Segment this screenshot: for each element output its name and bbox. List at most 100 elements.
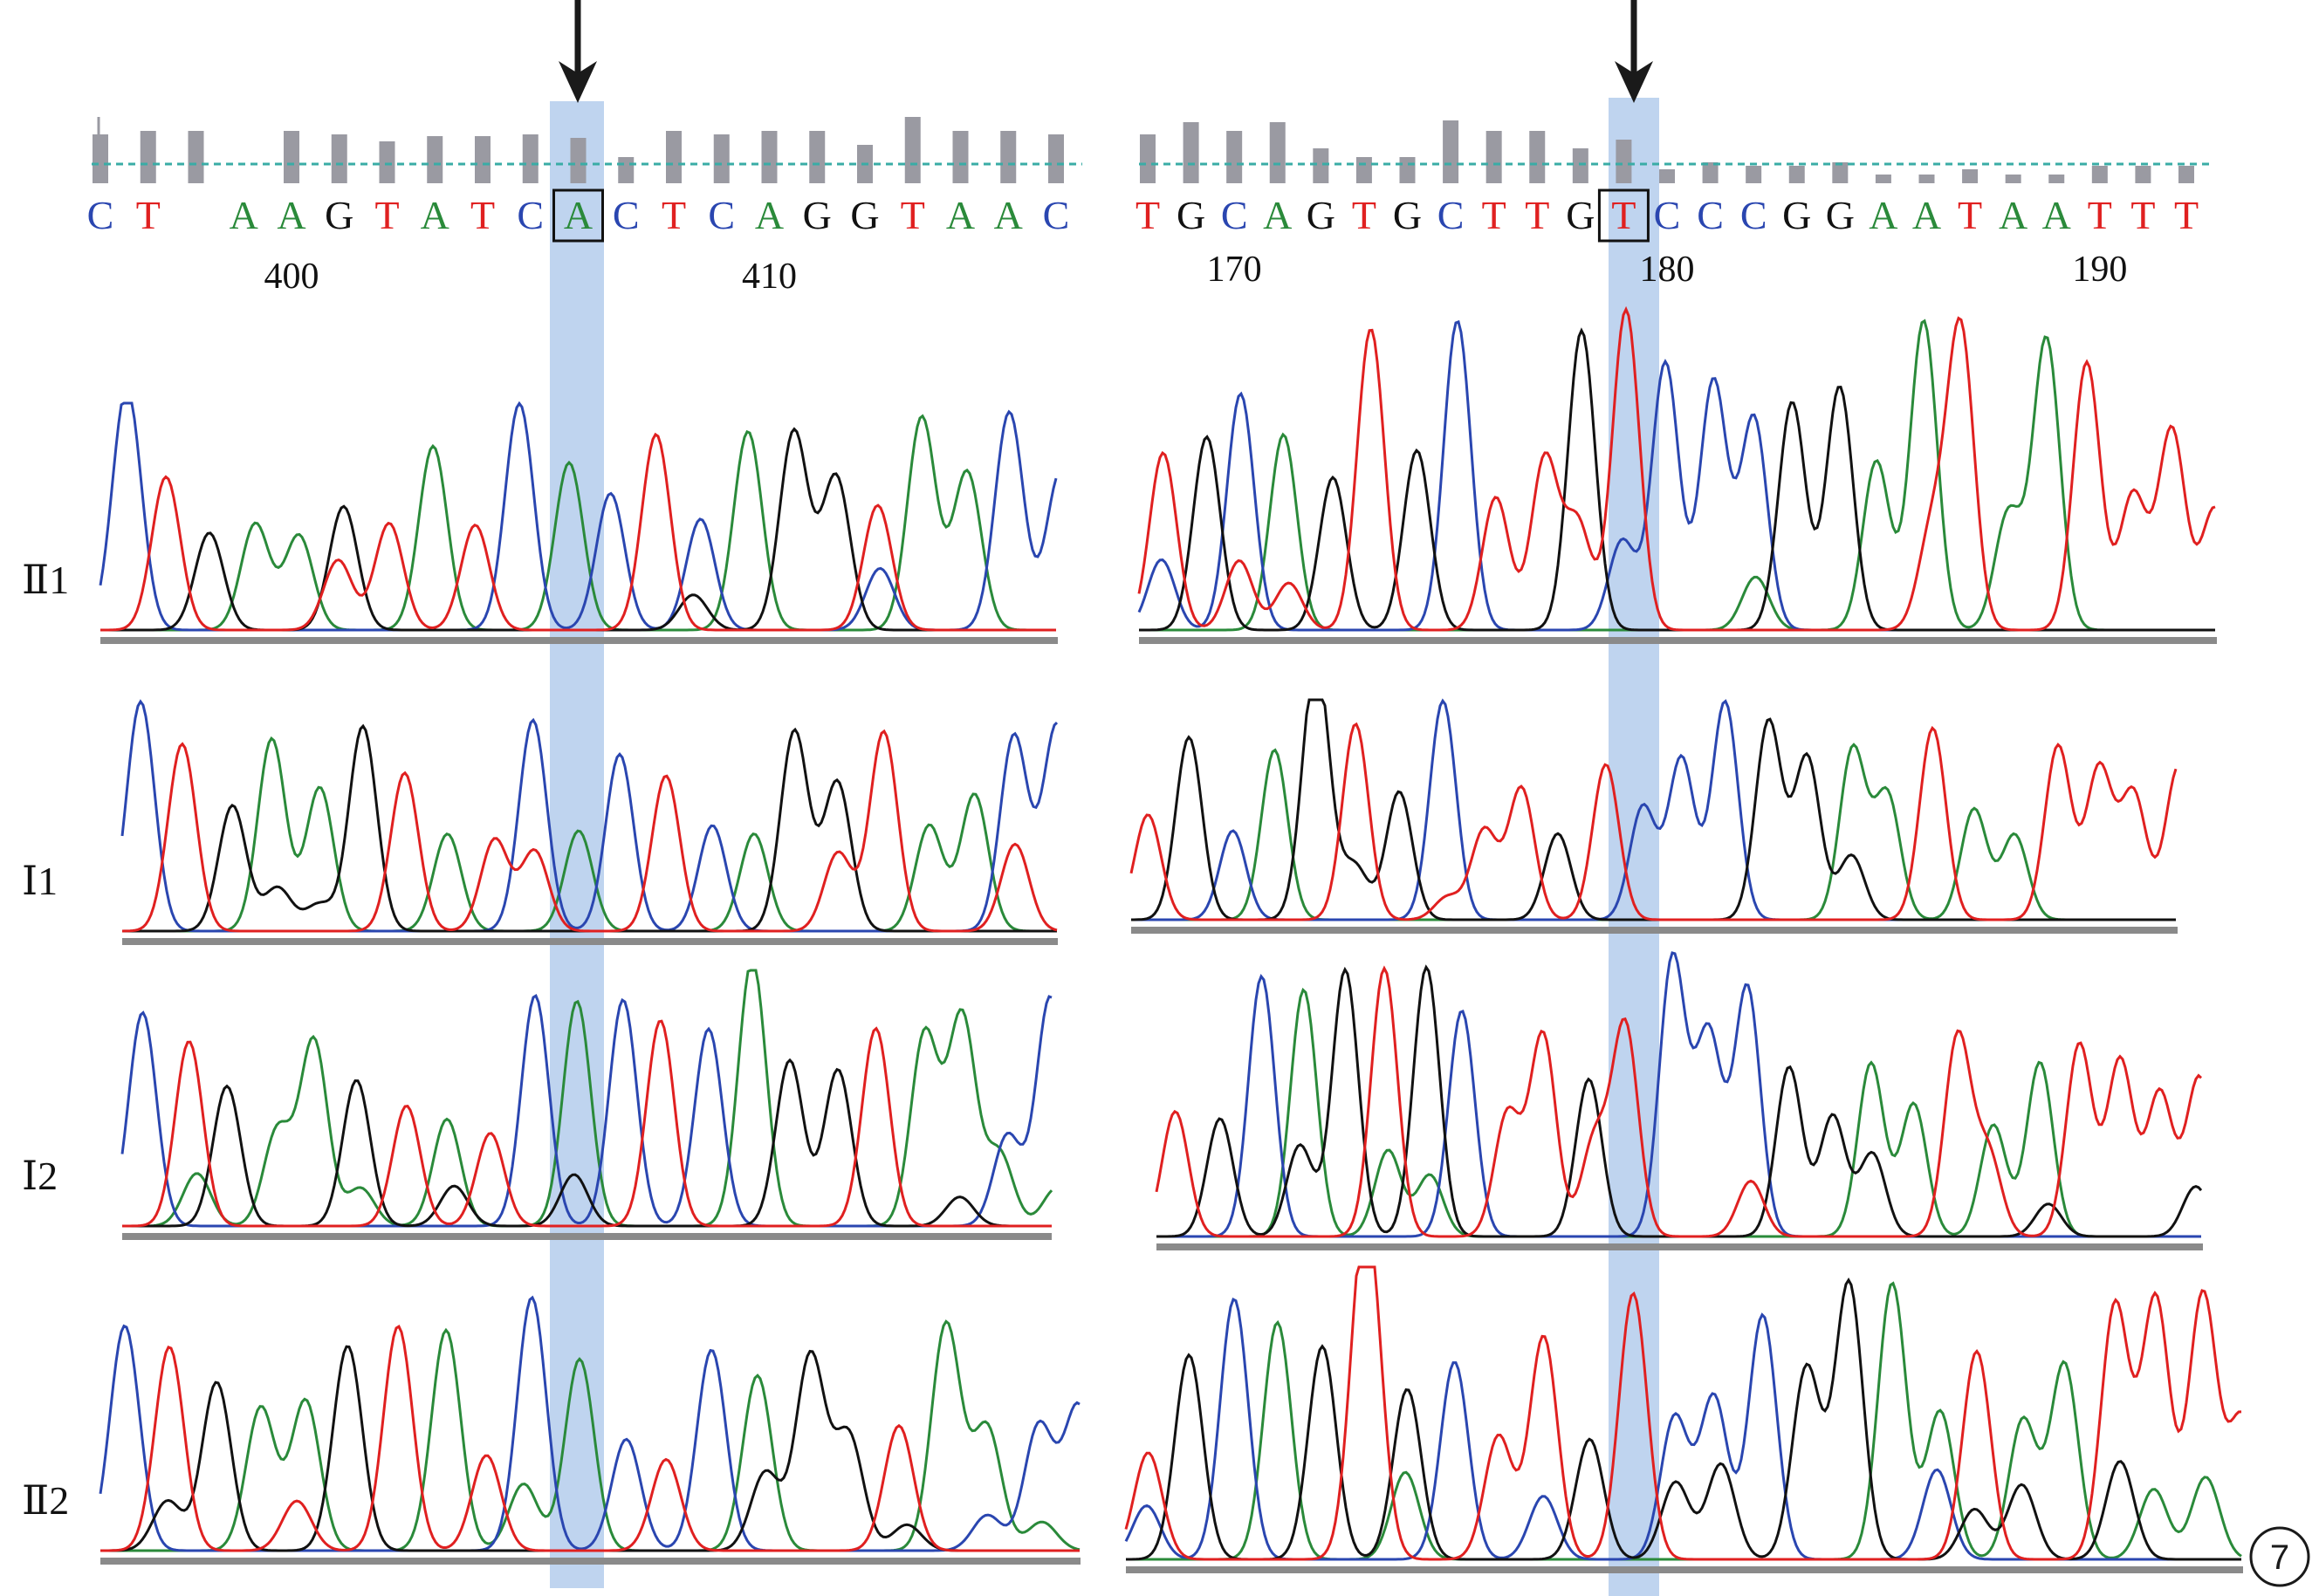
panel-marker: 7 bbox=[2249, 1526, 2310, 1587]
quality-bar bbox=[427, 136, 443, 183]
quality-bar bbox=[1183, 122, 1199, 183]
position-number: 170 bbox=[1207, 250, 1262, 290]
trace-t bbox=[100, 432, 1056, 632]
quality-bar bbox=[1875, 175, 1891, 183]
base-call: C bbox=[1043, 193, 1070, 237]
base-call: C bbox=[1221, 193, 1248, 237]
trace-t bbox=[1129, 722, 2178, 921]
track-baseline bbox=[100, 637, 1058, 644]
base-call: T bbox=[662, 193, 686, 237]
track-baseline bbox=[1156, 1243, 2203, 1250]
track-label: Ⅰ1 bbox=[22, 859, 58, 903]
base-call: A bbox=[421, 193, 449, 237]
quality-bar bbox=[1832, 162, 1849, 183]
base-call: C bbox=[87, 193, 114, 237]
quality-bar bbox=[284, 131, 299, 183]
trace-t bbox=[1124, 1265, 2242, 1561]
position-number: 400 bbox=[264, 257, 319, 297]
quality-bar bbox=[2005, 175, 2021, 183]
quality-bar bbox=[93, 134, 108, 183]
trace-t bbox=[1155, 965, 2203, 1238]
trace-a bbox=[1139, 319, 2215, 632]
quality-bar bbox=[1140, 134, 1156, 183]
quality-bar bbox=[1000, 131, 1017, 183]
panel-marker-circle bbox=[2249, 1526, 2310, 1587]
quality-bar bbox=[1572, 148, 1588, 183]
base-call: T bbox=[2130, 193, 2155, 237]
panel-marker-number: 7 bbox=[2270, 1538, 2289, 1577]
base-call: C bbox=[613, 193, 640, 237]
base-call: A bbox=[1999, 193, 2027, 237]
base-call: A bbox=[2042, 193, 2071, 237]
base-call: T bbox=[1525, 193, 1549, 237]
base-call: G bbox=[1177, 193, 1205, 237]
base-call: C bbox=[1437, 193, 1465, 237]
base-call: A bbox=[1869, 193, 1897, 237]
quality-bar bbox=[1048, 134, 1064, 183]
quality-bar bbox=[1529, 131, 1546, 183]
quality-bar bbox=[618, 157, 635, 183]
quality-bar bbox=[522, 134, 539, 183]
track-baseline bbox=[100, 1558, 1081, 1565]
quality-bar bbox=[2135, 166, 2151, 183]
base-call: T bbox=[136, 193, 161, 237]
quality-bar bbox=[2178, 166, 2194, 183]
quality-bar bbox=[1226, 131, 1243, 183]
quality-bar bbox=[1443, 120, 1459, 183]
quality-bar bbox=[379, 141, 395, 183]
base-call: T bbox=[2088, 193, 2112, 237]
variant-base-box bbox=[1597, 188, 1650, 243]
base-call: G bbox=[1307, 193, 1335, 237]
track-label: Ⅱ2 bbox=[22, 1478, 69, 1523]
trace-g bbox=[1156, 964, 2203, 1238]
variant-base-box bbox=[552, 188, 604, 243]
base-call: A bbox=[277, 193, 305, 237]
trace-t bbox=[1137, 305, 2216, 632]
variant-highlight-band bbox=[1609, 98, 1659, 1596]
base-call: G bbox=[803, 193, 832, 237]
base-call: C bbox=[1740, 193, 1767, 237]
position-number: 180 bbox=[1640, 250, 1695, 290]
quality-bar bbox=[140, 131, 156, 183]
trace-a bbox=[1156, 987, 2201, 1238]
base-call: A bbox=[755, 193, 784, 237]
position-number: 410 bbox=[742, 257, 797, 297]
base-call: A bbox=[994, 193, 1023, 237]
quality-bar bbox=[1918, 175, 1935, 183]
track-baseline bbox=[122, 938, 1058, 945]
quality-bar bbox=[1485, 131, 1502, 183]
trace-t bbox=[121, 729, 1058, 933]
base-call: C bbox=[517, 193, 544, 237]
quality-bar bbox=[1399, 157, 1416, 183]
base-call: A bbox=[1263, 193, 1292, 237]
track-baseline bbox=[1131, 927, 2178, 934]
quality-bar bbox=[331, 134, 347, 183]
base-call: A bbox=[946, 193, 975, 237]
quality-bar bbox=[761, 131, 778, 183]
base-call: C bbox=[708, 193, 735, 237]
quality-bar bbox=[904, 117, 921, 183]
quality-bar bbox=[1616, 140, 1632, 183]
quality-bar bbox=[1659, 169, 1675, 183]
base-call: T bbox=[1958, 193, 1982, 237]
base-call: G bbox=[1393, 193, 1422, 237]
base-call: A bbox=[564, 193, 593, 237]
quality-bar bbox=[1788, 166, 1805, 183]
base-call: T bbox=[901, 193, 925, 237]
quality-bar bbox=[570, 138, 587, 183]
base-call: G bbox=[1566, 193, 1595, 237]
track-baseline bbox=[122, 1233, 1052, 1240]
quality-bar bbox=[952, 131, 969, 183]
base-call: T bbox=[1611, 193, 1636, 237]
base-call: G bbox=[1826, 193, 1855, 237]
base-call: T bbox=[1482, 193, 1506, 237]
base-call: T bbox=[470, 193, 495, 237]
trace-t bbox=[100, 1325, 1080, 1552]
base-call: T bbox=[1352, 193, 1376, 237]
quality-bar bbox=[1355, 157, 1372, 183]
quality-bar bbox=[713, 134, 730, 183]
trace-t bbox=[122, 1019, 1052, 1228]
track-label: Ⅱ1 bbox=[22, 558, 69, 602]
